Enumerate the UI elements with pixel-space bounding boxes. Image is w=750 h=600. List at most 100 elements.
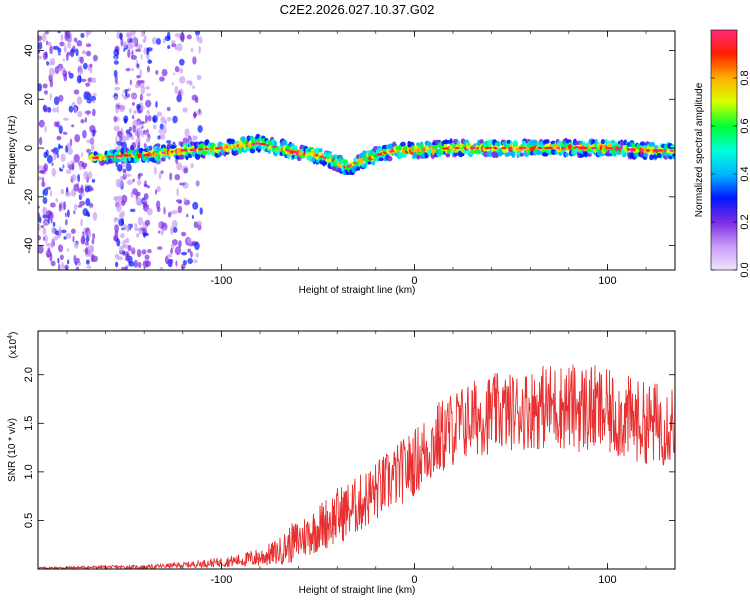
noise-speckle bbox=[193, 111, 197, 119]
noise-speckle bbox=[38, 35, 43, 41]
signal-mark bbox=[494, 151, 499, 159]
signal-mark bbox=[519, 152, 524, 157]
noise-speckle bbox=[136, 233, 140, 238]
noise-speckle bbox=[196, 34, 200, 42]
noise-speckle bbox=[137, 179, 142, 186]
noise-speckle bbox=[174, 246, 182, 256]
noise-speckle bbox=[59, 254, 64, 261]
noise-speckle bbox=[136, 191, 141, 197]
noise-speckle bbox=[134, 83, 140, 89]
noise-speckle bbox=[139, 68, 142, 77]
noise-speckle bbox=[131, 246, 135, 251]
noise-speckle bbox=[151, 36, 157, 45]
noise-speckle bbox=[53, 96, 60, 106]
spectrogram-y-tick-label: -20 bbox=[23, 189, 35, 205]
noise-speckle bbox=[86, 245, 93, 255]
noise-speckle bbox=[58, 244, 64, 253]
noise-speckle bbox=[196, 74, 202, 81]
noise-speckle bbox=[91, 77, 97, 84]
noise-speckle bbox=[197, 125, 203, 133]
snr-y-ticks: 0.5 1.0 1.5 2.0 bbox=[23, 367, 675, 528]
noise-speckle bbox=[66, 51, 71, 56]
noise-speckle bbox=[65, 191, 71, 197]
noise-speckle bbox=[38, 223, 41, 232]
noise-speckle bbox=[136, 63, 139, 68]
signal-mark bbox=[416, 151, 423, 156]
noise-speckle bbox=[125, 129, 131, 135]
signal-peak bbox=[508, 146, 514, 150]
noise-speckle bbox=[66, 169, 72, 175]
noise-speckle bbox=[125, 163, 132, 172]
noise-speckle bbox=[58, 263, 61, 270]
noise-speckle bbox=[38, 165, 44, 170]
noise-speckle bbox=[192, 135, 195, 144]
noise-speckle bbox=[190, 251, 193, 258]
noise-speckle bbox=[172, 227, 178, 233]
signal-mark bbox=[169, 145, 176, 149]
noise-speckle bbox=[43, 163, 49, 172]
noise-speckle bbox=[124, 251, 130, 260]
noise-speckle bbox=[187, 248, 192, 253]
noise-speckle bbox=[113, 48, 119, 57]
noise-speckle bbox=[124, 239, 127, 243]
noise-speckle bbox=[140, 121, 145, 125]
signal-mark bbox=[246, 135, 251, 142]
snr-scale-prefix: (x10 bbox=[8, 338, 19, 358]
noise-speckle bbox=[85, 259, 90, 265]
noise-speckle bbox=[136, 103, 141, 110]
noise-speckle bbox=[175, 158, 179, 165]
noise-speckle bbox=[142, 38, 146, 43]
noise-speckle bbox=[116, 140, 123, 146]
noise-speckle bbox=[131, 67, 135, 72]
noise-speckle bbox=[77, 187, 84, 194]
noise-speckle bbox=[156, 38, 161, 45]
noise-speckle bbox=[174, 85, 179, 95]
noise-speckle bbox=[47, 41, 52, 46]
spectrogram-x-ticks: -100 0 100 bbox=[66, 31, 647, 287]
noise-speckle bbox=[71, 101, 76, 107]
noise-speckle bbox=[74, 134, 81, 143]
noise-speckle bbox=[113, 56, 117, 61]
signal-mark bbox=[403, 153, 407, 158]
signal-mark bbox=[496, 140, 500, 147]
noise-speckle bbox=[176, 187, 179, 197]
noise-speckle bbox=[56, 105, 59, 114]
noise-speckle bbox=[84, 247, 89, 255]
noise-speckle bbox=[144, 254, 150, 260]
noise-speckle bbox=[119, 104, 125, 112]
noise-speckle bbox=[157, 230, 161, 234]
noise-speckle bbox=[119, 212, 123, 220]
noise-speckle bbox=[92, 54, 98, 62]
noise-speckle bbox=[57, 31, 61, 34]
noise-speckle bbox=[174, 46, 178, 51]
noise-speckle bbox=[123, 118, 128, 124]
snr-y-label: SNR (10 * v/v) bbox=[7, 418, 18, 482]
noise-speckle bbox=[155, 69, 159, 75]
noise-speckle bbox=[146, 110, 150, 115]
spectrogram-x-label: Height of straight line (km) bbox=[299, 285, 416, 296]
noise-speckle bbox=[56, 153, 60, 159]
noise-speckle bbox=[73, 203, 78, 211]
colorbar-tick-label: 0.8 bbox=[739, 70, 750, 85]
signal-peak bbox=[272, 145, 278, 149]
noise-speckle bbox=[53, 235, 59, 241]
noise-speckle bbox=[49, 210, 52, 217]
noise-speckle bbox=[49, 67, 55, 77]
noise-speckle bbox=[60, 34, 64, 42]
noise-speckle bbox=[155, 101, 158, 108]
noise-speckle bbox=[146, 47, 153, 52]
noise-speckle bbox=[62, 58, 65, 62]
noise-speckle bbox=[65, 219, 68, 226]
noise-speckle bbox=[170, 226, 174, 235]
noise-speckle bbox=[116, 31, 120, 40]
snr-scale-exponent: 4 bbox=[7, 335, 14, 339]
noise-speckle bbox=[180, 251, 188, 256]
noise-speckle bbox=[192, 201, 199, 210]
noise-speckle bbox=[85, 43, 92, 48]
signal-mark bbox=[536, 149, 542, 156]
noise-speckle bbox=[114, 74, 118, 84]
snr-panel: -100 0 100 0.5 1.0 1.5 2.0 Height of straight… bbox=[7, 330, 676, 596]
noise-speckle bbox=[140, 54, 143, 60]
noise-speckle bbox=[171, 82, 174, 86]
